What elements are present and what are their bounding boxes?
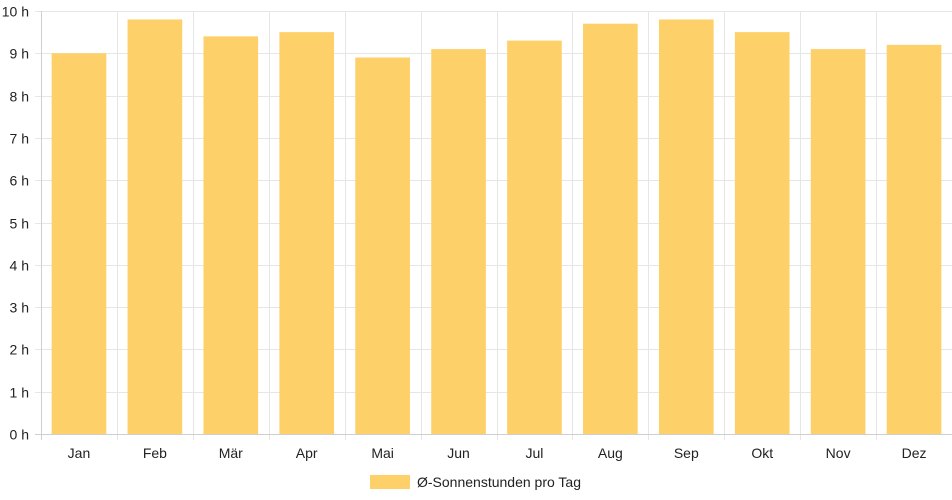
y-tick-label: 10 h <box>2 4 29 20</box>
bar[interactable] <box>51 53 107 435</box>
y-tick-label: 6 h <box>10 173 29 189</box>
bar[interactable] <box>507 40 562 435</box>
y-tick-label: 9 h <box>10 46 29 62</box>
x-tick-label: Aug <box>598 445 623 461</box>
legend-swatch[interactable] <box>370 475 410 489</box>
bar[interactable] <box>431 49 486 434</box>
x-tick-label: Nov <box>826 445 851 461</box>
legend-label[interactable]: Ø-Sonnenstunden pro Tag <box>417 474 581 490</box>
y-tick-label: 8 h <box>10 89 29 105</box>
y-tick-label: 2 h <box>10 342 29 358</box>
y-tick-label: 0 h <box>10 427 29 443</box>
y-tick-label: 4 h <box>10 258 29 274</box>
y-tick-label: 3 h <box>10 300 29 316</box>
legend[interactable]: Ø-Sonnenstunden pro Tag <box>370 474 581 490</box>
bar[interactable] <box>279 32 335 435</box>
axes <box>35 11 952 440</box>
y-tick-label: 7 h <box>10 131 29 147</box>
y-axis-ticks: 0 h 1 h 2 h 3 h 4 h 5 h 6 h 7 h 8 h 9 h 10 h <box>2 4 29 443</box>
x-tick-label: Jul <box>526 445 544 461</box>
bar[interactable] <box>886 44 942 435</box>
bars <box>51 19 942 435</box>
x-tick-label: Apr <box>296 445 318 461</box>
bar[interactable] <box>203 36 259 434</box>
x-tick-label: Sep <box>674 445 699 461</box>
y-tick-label: 5 h <box>10 216 29 232</box>
bar[interactable] <box>658 19 714 435</box>
bar[interactable] <box>355 57 410 434</box>
x-tick-label: Jun <box>447 445 470 461</box>
x-axis-ticks: Jan Feb Mär Apr Mai Jun Jul Aug Sep Okt Nov Dez <box>68 445 927 461</box>
x-tick-label: Mai <box>371 445 394 461</box>
x-tick-label: Okt <box>751 445 773 461</box>
x-tick-label: Mär <box>219 445 243 461</box>
bar[interactable] <box>734 32 790 435</box>
x-tick-label: Jan <box>68 445 91 461</box>
x-tick-label: Feb <box>143 445 167 461</box>
bar[interactable] <box>583 23 638 434</box>
bar[interactable] <box>810 49 866 434</box>
x-tick-label: Dez <box>902 445 927 461</box>
y-tick-label: 1 h <box>10 385 29 401</box>
bar[interactable] <box>127 19 183 435</box>
